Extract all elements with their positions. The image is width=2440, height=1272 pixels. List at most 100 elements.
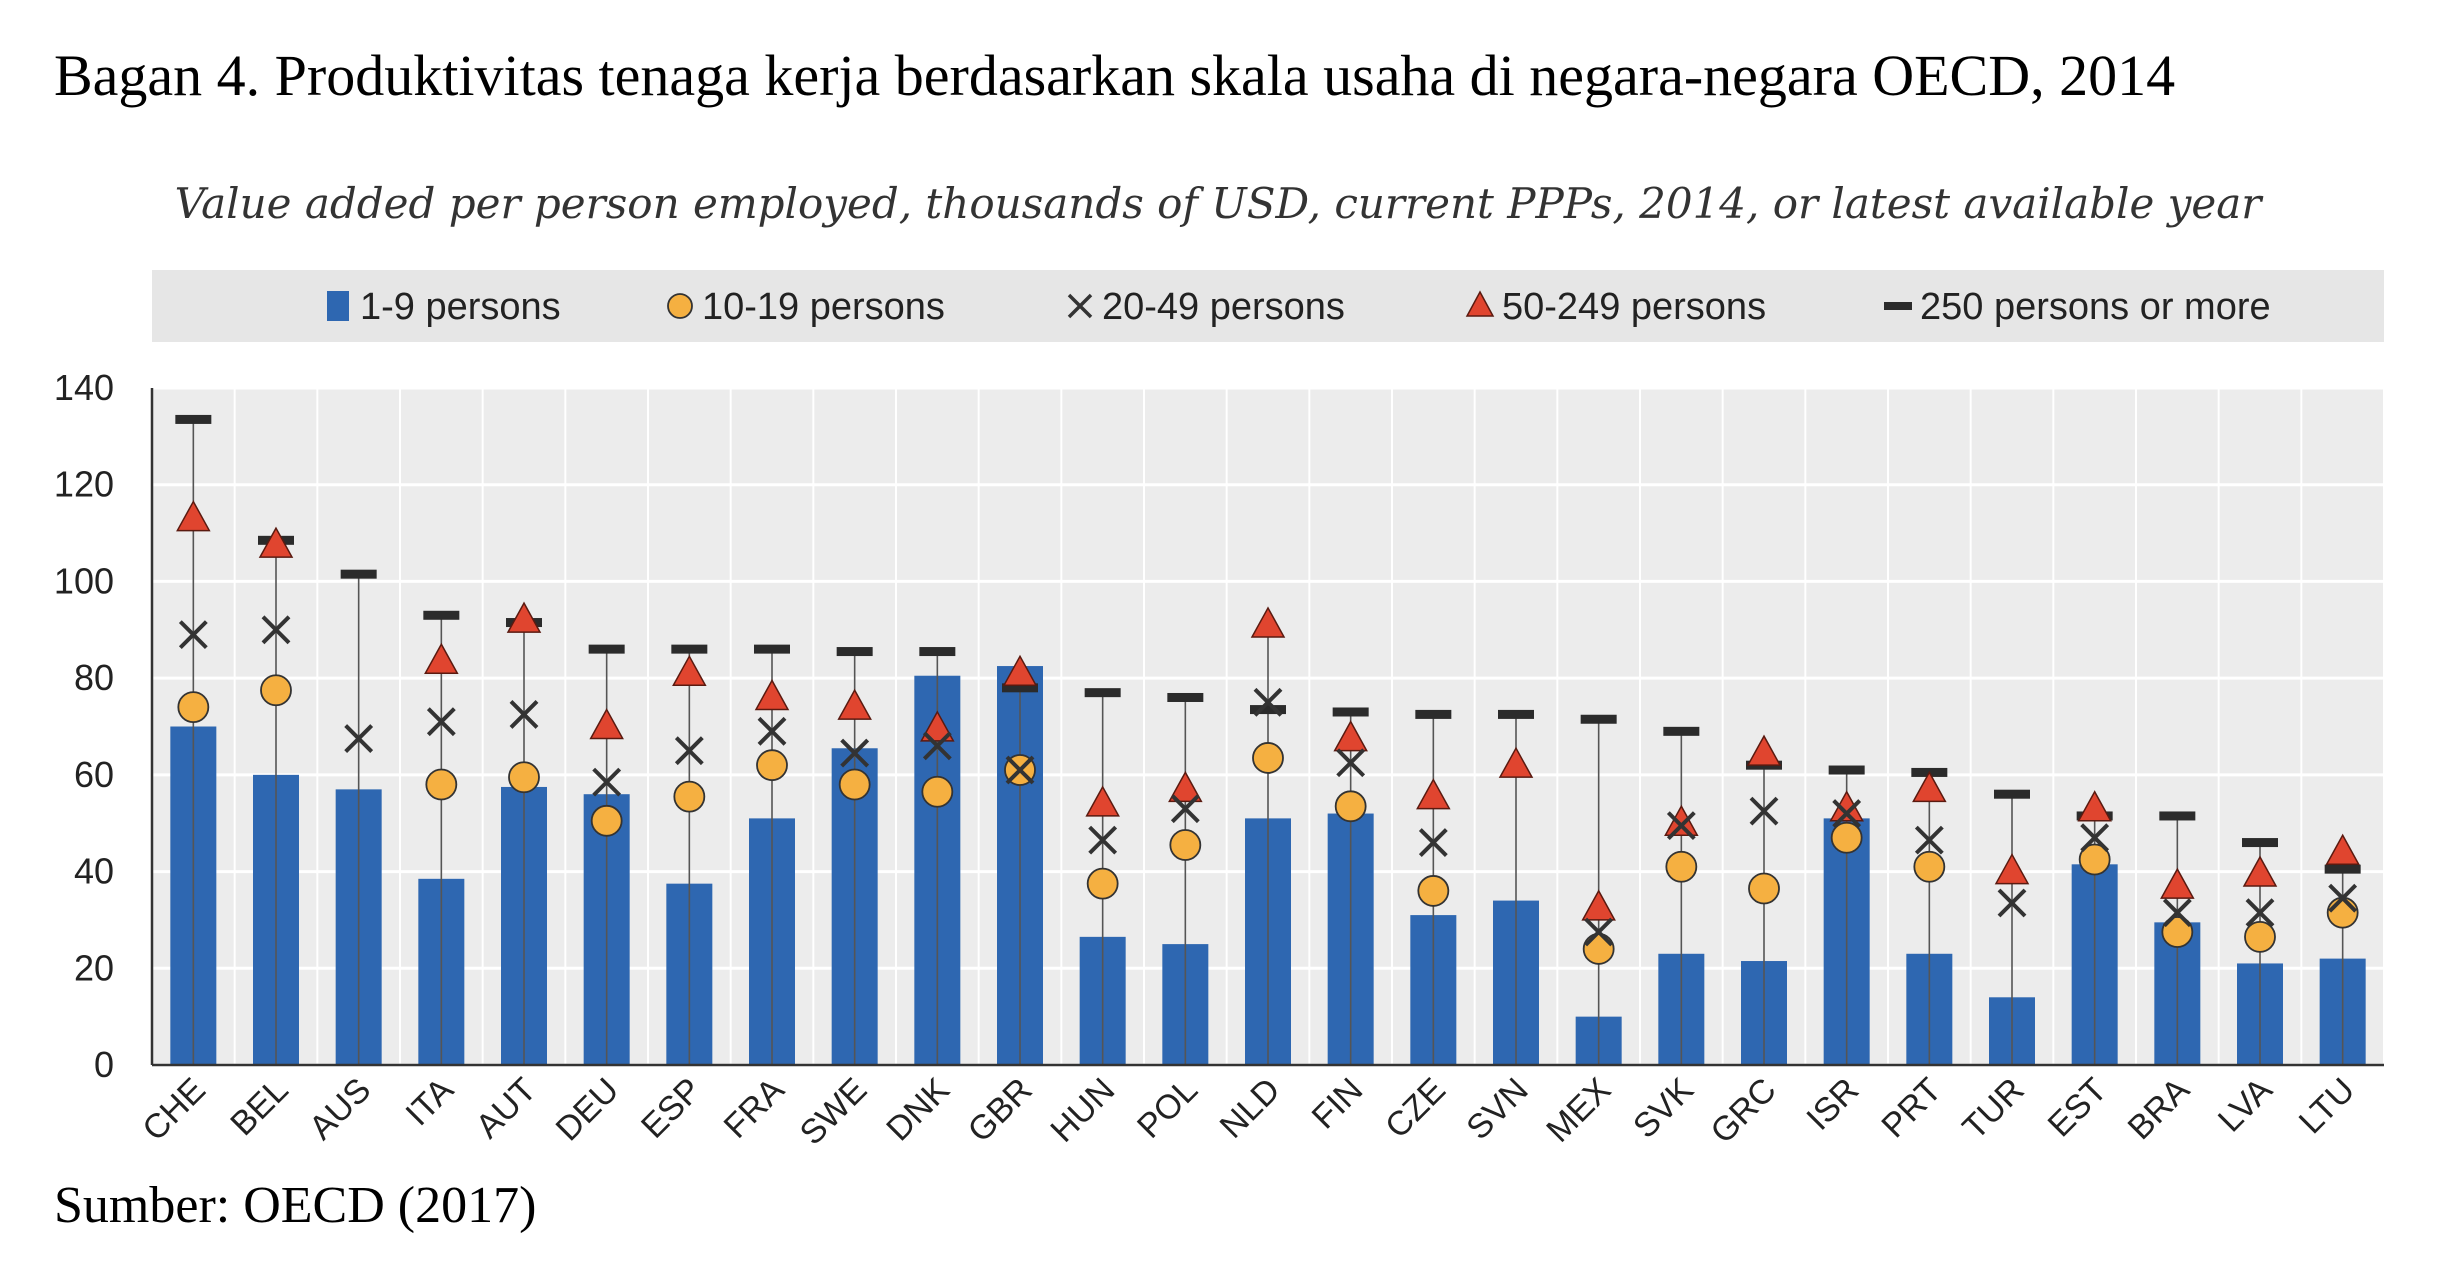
marker-50-249-POL <box>1168 770 1203 803</box>
marker-10-19-ISR <box>1830 821 1863 854</box>
marker-20-49-SVK <box>1666 811 1696 841</box>
legend-label: 10-19 persons <box>702 286 945 328</box>
marker-50-249-NLD <box>1250 606 1286 638</box>
marker-50-249-EST <box>2077 790 2112 822</box>
marker-250plus-ESP <box>671 644 708 654</box>
legend-swatch-bar <box>327 291 349 321</box>
x-tick-label: FIN <box>1305 1071 1371 1137</box>
marker-20-49-ISR <box>1832 799 1862 828</box>
marker-50-249-TUR <box>1994 853 2030 885</box>
marker-10-19-POL <box>1169 829 1202 861</box>
marker-250plus-AUS <box>340 569 377 579</box>
marker-20-49-SWE <box>840 738 870 768</box>
marker-50-249-SVN <box>1498 746 1534 778</box>
x-tick-label: POL <box>1130 1071 1205 1146</box>
marker-50-249-BEL <box>258 526 294 558</box>
marker-50-249-LTU <box>2325 833 2360 865</box>
marker-20-49-GBR <box>1005 755 1035 785</box>
marker-20-49-EST <box>2080 823 2110 853</box>
marker-20-49-HUN <box>1088 825 1118 855</box>
marker-50-249-LVA <box>2242 855 2278 887</box>
legend-label: 1-9 persons <box>360 286 561 328</box>
marker-20-49-MEX <box>1584 917 1614 947</box>
x-tick-label: EST <box>2041 1071 2115 1145</box>
x-tick-label: ITA <box>398 1071 461 1134</box>
marker-250plus-LTU <box>2324 864 2361 874</box>
marker-250plus-ISR <box>1828 765 1865 775</box>
x-tick-label: HUN <box>1043 1071 1122 1150</box>
marker-10-19-GRC <box>1748 872 1780 905</box>
x-tick-label: BEL <box>223 1071 295 1143</box>
x-tick-label: AUS <box>302 1071 378 1147</box>
y-tick-label: 60 <box>74 754 114 795</box>
marker-10-19-DEU <box>590 804 623 837</box>
marker-50-249-GBR <box>1002 654 1038 687</box>
marker-10-19-PRT <box>1913 850 1946 883</box>
x-tick-label: ESP <box>634 1071 709 1146</box>
marker-20-49-BRA <box>2162 898 2192 928</box>
marker-50-249-FRA <box>754 678 790 711</box>
legend-label: 250 persons or more <box>1920 286 2271 328</box>
marker-250plus-POL <box>1167 692 1204 702</box>
marker-50-249-SVK <box>1664 804 1699 836</box>
marker-50-249-ESP <box>672 654 707 687</box>
marker-20-49-ESP <box>674 736 704 766</box>
marker-10-19-LTU <box>2326 896 2359 929</box>
marker-20-49-FRA <box>757 716 787 746</box>
marker-250plus-MEX <box>1580 714 1617 724</box>
marker-20-49-ITA <box>426 707 456 737</box>
x-tick-label: MEX <box>1539 1071 1618 1150</box>
x-tick-label: PRT <box>1874 1071 1949 1146</box>
marker-50-249-CZE <box>1416 778 1451 810</box>
legend-background <box>152 270 2384 342</box>
y-axis: 0 20 40 60 80 100 120 140 <box>54 367 114 1085</box>
marker-250plus-CHE <box>175 414 212 424</box>
marker-20-49-NLD <box>1253 687 1283 717</box>
marker-250plus-GBR <box>1002 683 1038 693</box>
marker-10-19-FRA <box>756 749 788 782</box>
x-tick-label: FRA <box>717 1071 792 1146</box>
legend-swatch-circle <box>667 293 693 319</box>
marker-10-19-NLD <box>1252 742 1284 774</box>
marker-50-249-AUT <box>506 601 542 633</box>
marker-20-49-CZE <box>1418 828 1448 857</box>
x-tick-label: TUR <box>1955 1071 2031 1147</box>
marker-20-49-DEU <box>592 767 622 797</box>
legend-label: 50-249 persons <box>1502 286 1766 328</box>
marker-250plus-NLD <box>1250 705 1286 715</box>
marker-50-249-GRC <box>1746 734 1782 766</box>
marker-10-19-FIN <box>1334 790 1367 823</box>
plot-marks <box>170 414 2366 1065</box>
y-tick-label: 100 <box>54 560 114 601</box>
marker-10-19-BEL <box>260 674 292 707</box>
marker-10-19-EST <box>2078 843 2111 876</box>
marker-250plus-SVK <box>1663 726 1700 736</box>
marker-250plus-TUR <box>1994 789 2030 799</box>
marker-50-249-CHE <box>176 500 211 532</box>
x-tick-label: DNK <box>879 1071 957 1149</box>
marker-10-19-CZE <box>1417 875 1450 907</box>
x-tick-label: LVA <box>2211 1071 2280 1140</box>
marker-20-49-BEL <box>261 615 291 645</box>
marker-250plus-SWE <box>836 647 873 657</box>
marker-20-49-CHE <box>178 620 208 650</box>
marker-250plus-SVN <box>1498 709 1534 719</box>
figure-title: Bagan 4. Produktivitas tenaga kerja berd… <box>54 43 2176 108</box>
marker-250plus-HUN <box>1084 688 1121 698</box>
x-tick-label: GRC <box>1703 1071 1783 1151</box>
y-tick-label: 20 <box>74 947 114 988</box>
x-tick-label: SVK <box>1626 1071 1701 1146</box>
marker-10-19-DNK <box>921 775 954 808</box>
marker-10-19-SVK <box>1665 850 1698 883</box>
marker-20-49-LVA <box>2245 898 2275 928</box>
marker-50-249-DNK <box>920 710 955 742</box>
marker-250plus-FIN <box>1332 707 1369 717</box>
y-tick-label: 140 <box>54 367 114 408</box>
marker-250plus-DNK <box>919 647 956 657</box>
y-tick-label: 0 <box>94 1044 114 1085</box>
x-axis-labels: CHE BEL AUS ITA AUT DEU ESP FRA SWE DNK GBR HUN POL N… <box>135 1071 2362 1153</box>
marker-250plus-DEU <box>588 644 625 654</box>
marker-50-249-ITA <box>424 642 459 674</box>
marker-50-249-BRA <box>2160 867 2195 899</box>
marker-20-49-AUT <box>509 699 539 729</box>
